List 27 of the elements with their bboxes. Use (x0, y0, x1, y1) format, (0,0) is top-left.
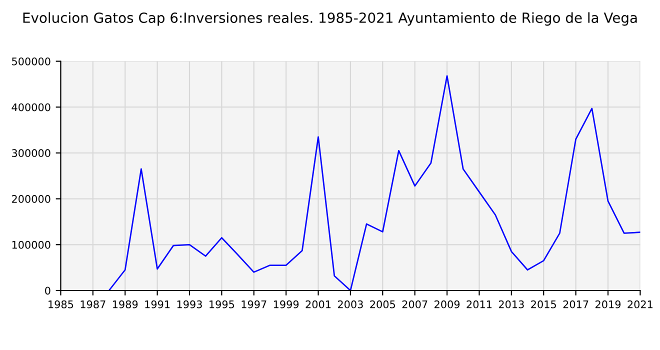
y-tick-label: 100000 (12, 240, 50, 249)
chart-title: Evolucion Gatos Cap 6:Inversiones reales. 1985-2021 Ayuntamiento de Riego de la Vega (23, 12, 637, 26)
y-tick-label: 0 (45, 286, 50, 295)
x-tick-label: 1987 (80, 300, 106, 308)
x-tick-label: 2005 (370, 300, 395, 308)
x-tick-label: 2003 (338, 300, 363, 308)
x-tick-label: 1997 (242, 300, 266, 308)
y-tick-label: 300000 (12, 149, 50, 158)
x-tick-label: 2013 (498, 300, 524, 308)
x-tick-label: 2007 (402, 300, 428, 308)
x-tick-label: 1989 (112, 300, 138, 308)
x-tick-label: 2001 (306, 300, 331, 308)
x-tick-label: 1993 (177, 300, 202, 308)
line-series (108, 75, 640, 290)
x-tick-label: 1991 (145, 300, 170, 308)
x-tick-label: 1999 (274, 300, 299, 308)
x-tick-label: 2009 (434, 300, 460, 308)
x-tick-label: 1995 (210, 300, 234, 308)
y-tick-label: 500000 (12, 57, 50, 66)
y-tick-label: 400000 (12, 103, 50, 112)
x-tick-label: 2021 (628, 300, 652, 308)
x-tick-label: 2011 (466, 300, 492, 308)
x-tick-label: 2017 (563, 300, 588, 308)
x-tick-label: 2019 (596, 300, 621, 308)
y-tick-label: 200000 (12, 195, 50, 203)
x-tick-label: 1985 (48, 300, 74, 308)
x-tick-label: 2015 (531, 300, 556, 308)
